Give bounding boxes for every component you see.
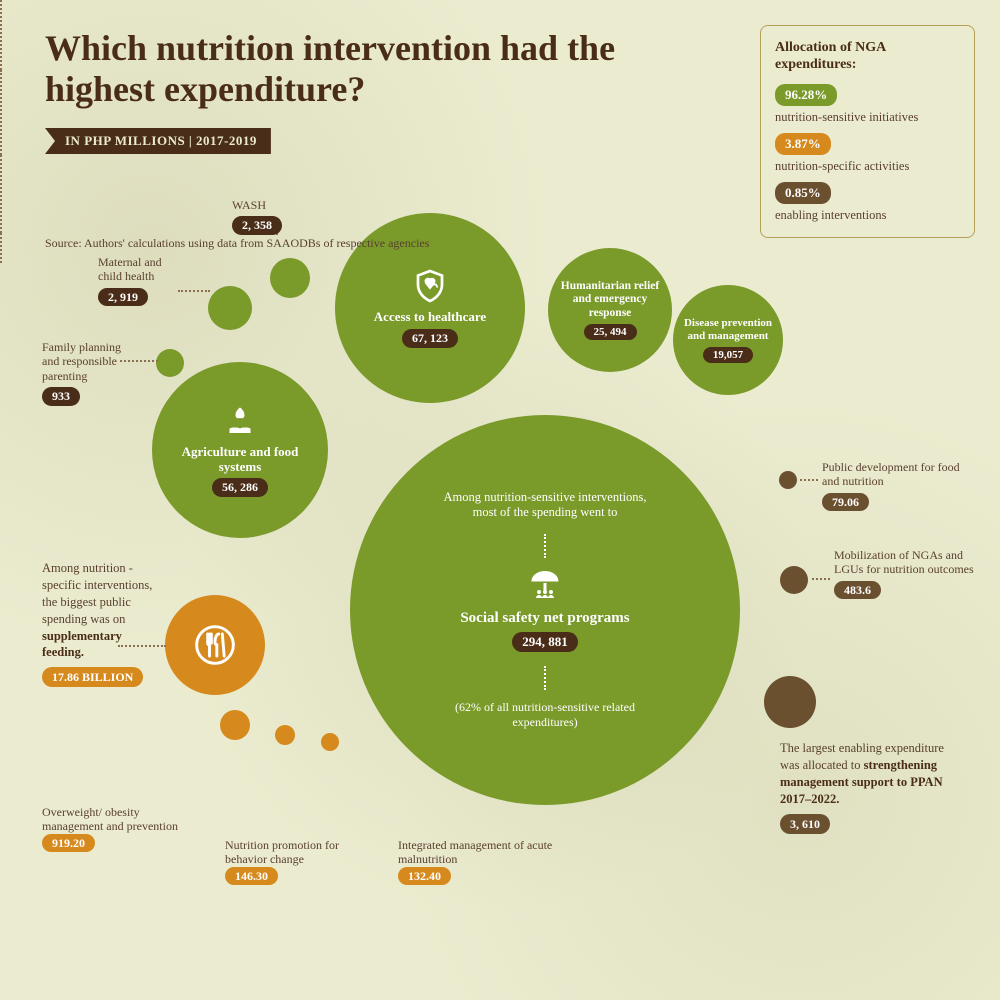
- ext-label-text: Mobilization of NGAs and LGUs for nutrit…: [834, 548, 974, 576]
- bubble-mobilization: [780, 566, 808, 594]
- orange-value: 17.86 BILLION: [42, 667, 143, 687]
- ext-value: 2, 919: [98, 288, 148, 306]
- callout-supp: Among nutrition -specific interventions,…: [42, 560, 157, 687]
- label-wash: WASH 2, 358: [232, 198, 282, 235]
- orange-value: 132.40: [398, 867, 451, 885]
- callout-ppan: The largest enabling expenditure was all…: [780, 740, 960, 834]
- brown-value: 3, 610: [780, 814, 830, 834]
- source-text: Source: Authors' calculations using data…: [45, 236, 429, 251]
- bubble-label: Social safety net programs: [460, 610, 629, 627]
- bubble-pubdev: [779, 471, 797, 489]
- sub-text: (62% of all nutrition-sensitive related …: [435, 700, 655, 730]
- subtitle-badge: IN PHP MILLIONS | 2017-2019: [45, 128, 271, 154]
- ext-label-text: Nutrition promotion for behavior change: [225, 838, 339, 866]
- callout-bold: supplementary feeding.: [42, 629, 122, 660]
- allocation-label: nutrition-specific activities: [775, 159, 909, 173]
- bubble-value: 19,057: [703, 347, 753, 363]
- brown-value: 79.06: [822, 493, 869, 511]
- bubble-value: 294, 881: [512, 632, 578, 652]
- allocation-row: 3.87% nutrition-specific activities: [775, 133, 960, 174]
- label-pubdev: Public development for food and nutritio…: [822, 460, 962, 511]
- bubble-wash: [270, 258, 310, 298]
- label-acute: Integrated management of acute malnutrit…: [398, 838, 573, 885]
- lead-text: Among nutrition-sensitive interventions,…: [435, 490, 655, 520]
- bubble-label: Access to healthcare: [374, 310, 486, 325]
- brown-value: 483.6: [834, 581, 881, 599]
- bubble-value: 67, 123: [402, 329, 458, 348]
- label-family: Family planning and responsible parentin…: [42, 340, 132, 406]
- allocation-panel: Allocation of NGA expenditures: 96.28% n…: [760, 25, 975, 238]
- page-title: Which nutrition intervention had the hig…: [45, 28, 685, 111]
- allocation-label: nutrition-sensitive initiatives: [775, 110, 918, 124]
- callout-text: Among nutrition -specific interventions,…: [42, 561, 152, 626]
- allocation-row: 0.85% enabling interventions: [775, 182, 960, 223]
- bubble-agriculture: Agriculture and food systems 56, 286: [152, 362, 328, 538]
- ext-label-text: Maternal and child health: [98, 255, 162, 283]
- bubble-mch: [208, 286, 252, 330]
- bubble-value: 56, 286: [212, 478, 268, 497]
- allocation-title: Allocation of NGA expenditures:: [775, 40, 960, 74]
- bubble-value: 25, 494: [584, 324, 637, 340]
- ext-value: 2, 358: [232, 216, 282, 234]
- bubble-disease: Disease prevention and management 19,057: [673, 285, 783, 395]
- bubble-ppan: [764, 676, 816, 728]
- bubble-family: [156, 349, 184, 377]
- utensils-icon: [193, 623, 237, 667]
- label-overweight: Overweight/ obesity management and preve…: [42, 805, 182, 852]
- label-mch: Maternal and child health 2, 919: [98, 255, 188, 306]
- ext-value: 933: [42, 387, 80, 405]
- bubble-overweight: [220, 710, 250, 740]
- bubble-promotion: [275, 725, 295, 745]
- ext-label-text: Public development for food and nutritio…: [822, 460, 960, 488]
- ext-label-text: Overweight/ obesity management and preve…: [42, 805, 178, 833]
- orange-value: 919.20: [42, 834, 95, 852]
- ext-label-text: Integrated management of acute malnutrit…: [398, 838, 552, 866]
- umbrella-people-icon: [527, 568, 563, 604]
- allocation-row: 96.28% nutrition-sensitive initiatives: [775, 84, 960, 125]
- allocation-label: enabling interventions: [775, 208, 886, 222]
- ext-label-text: Family planning and responsible parentin…: [42, 340, 121, 383]
- pct-badge-enabling: 0.85%: [775, 182, 831, 204]
- ext-label-text: WASH: [232, 198, 266, 212]
- bubble-supp-feeding: [165, 595, 265, 695]
- bubble-label: Humanitarian relief and emergency respon…: [560, 280, 660, 320]
- bubble-acute: [321, 733, 339, 751]
- label-mobilization: Mobilization of NGAs and LGUs for nutrit…: [834, 548, 974, 599]
- plant-hand-icon: [222, 403, 258, 439]
- bubble-humanitarian: Humanitarian relief and emergency respon…: [548, 248, 672, 372]
- pct-badge-sensitive: 96.28%: [775, 84, 837, 106]
- orange-value: 146.30: [225, 867, 278, 885]
- bubble-label: Agriculture and food systems: [180, 445, 300, 475]
- pct-badge-specific: 3.87%: [775, 133, 831, 155]
- bubble-social-safety: Among nutrition-sensitive interventions,…: [350, 415, 740, 805]
- bubble-label: Disease prevention and management: [682, 317, 774, 342]
- label-promotion: Nutrition promotion for behavior change …: [225, 838, 365, 885]
- shield-heart-icon: [412, 268, 448, 304]
